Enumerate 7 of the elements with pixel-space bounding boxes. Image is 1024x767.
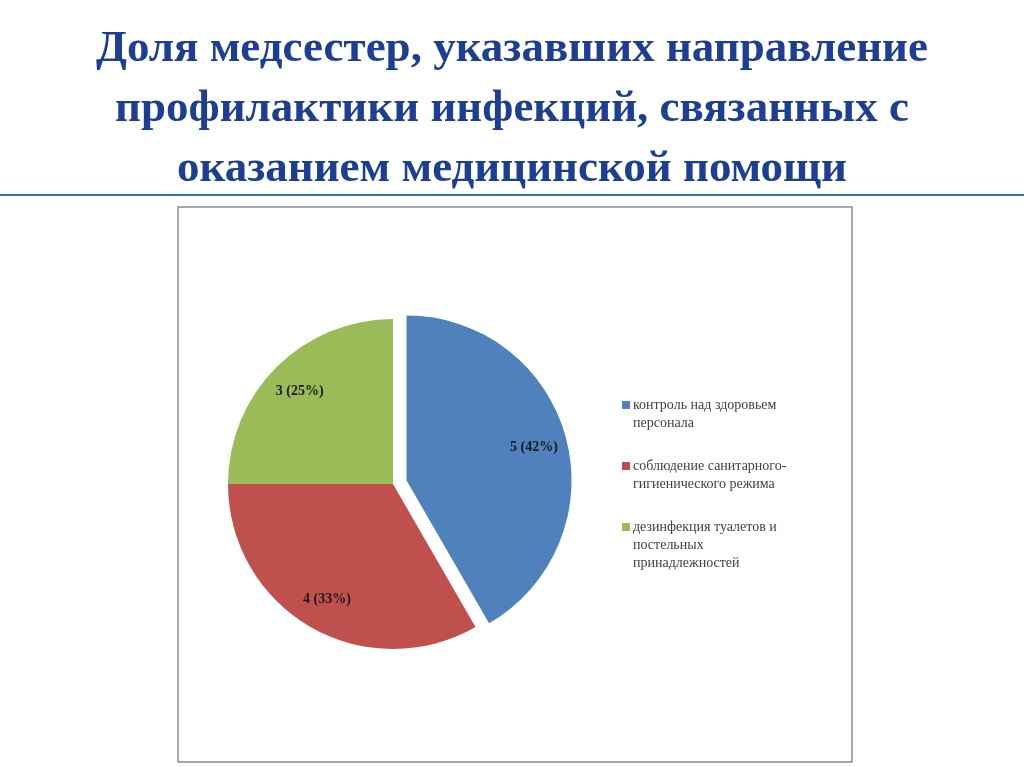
legend-label: контроль над здоровьем персонала [633,397,777,430]
data-label: 4 (33%) [303,590,352,607]
chart-title: Доля медсестер, указавших направление профилактики инфекций, связанных с оказанием медицинской помощи [96,21,928,191]
legend-label: дезинфекция туалетов и постельных принадлежностей [633,519,778,570]
data-label: 3 (25%) [275,383,324,400]
data-label: 5 (42%) [510,438,559,455]
legend-label: соблюдение санитарного-гигиенического режима [633,458,787,491]
